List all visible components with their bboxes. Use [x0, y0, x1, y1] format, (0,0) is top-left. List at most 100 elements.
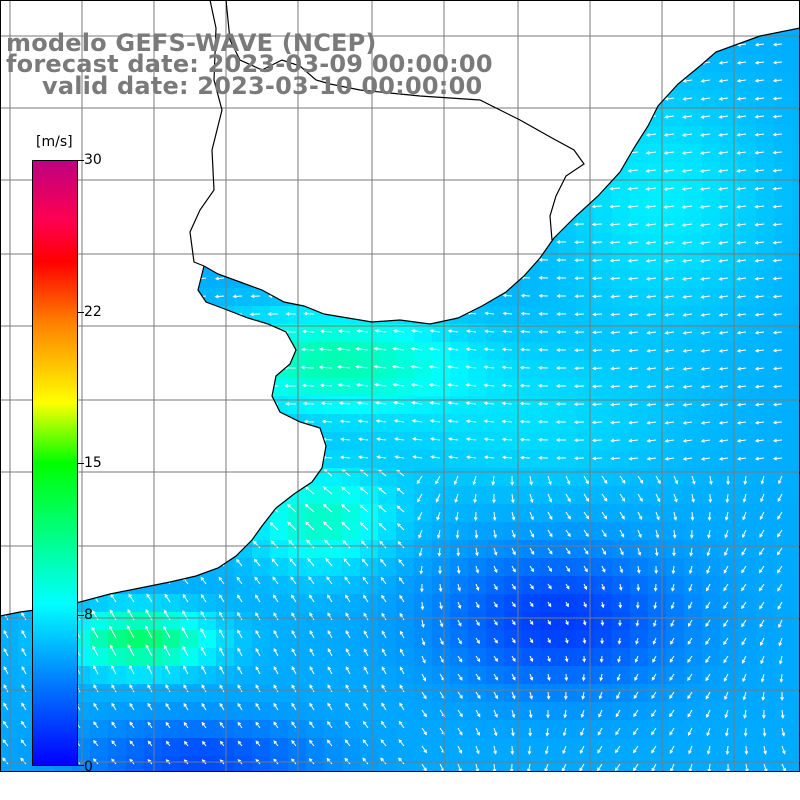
wind-arrow [759, 619, 765, 628]
wind-speed-cell [504, 342, 523, 361]
wind-speed-cell [306, 648, 325, 667]
wind-arrow [682, 331, 693, 335]
wind-arrow [618, 583, 623, 591]
wind-arrow [699, 205, 711, 209]
wind-arrow [127, 644, 135, 657]
wind-speed-cell [450, 396, 469, 415]
wind-speed-cell [432, 342, 451, 361]
wind-arrow [301, 347, 315, 352]
wind-arrow [493, 601, 498, 608]
wind-speed-cell [630, 432, 649, 451]
wind-speed-cell [288, 324, 307, 343]
wind-arrow [574, 330, 585, 335]
wind-arrow [565, 511, 571, 520]
wind-speed-cell [720, 630, 739, 649]
wind-speed-cell [612, 288, 631, 307]
wind-arrow [654, 565, 659, 575]
wind-arrow [691, 493, 695, 503]
wind-speed-cell [648, 612, 667, 631]
wind-arrow [645, 277, 657, 281]
wind-arrow [475, 619, 480, 627]
wind-arrow [563, 709, 568, 719]
wind-speed-cell [666, 450, 685, 469]
wind-arrow [615, 727, 621, 736]
wind-arrow [556, 276, 566, 280]
wind-speed-cell [162, 666, 181, 685]
wind-speed-cell [648, 252, 667, 271]
wind-speed-cell [198, 630, 217, 649]
wind-speed-cell [756, 90, 775, 109]
wind-arrow [359, 487, 369, 495]
wind-speed-cell [522, 702, 541, 721]
wind-arrow [511, 727, 515, 737]
wind-arrow [669, 727, 675, 736]
wind-arrow [303, 311, 315, 316]
wind-arrow [777, 583, 783, 592]
wind-arrow [255, 721, 261, 729]
wind-speed-cell [306, 702, 325, 721]
wind-speed-cell [576, 666, 595, 685]
wind-arrow [573, 384, 585, 389]
wind-arrow [651, 691, 657, 699]
wind-speed-cell [702, 594, 721, 613]
wind-speed-cell [342, 468, 361, 487]
colorbar-tick-label: 8 [84, 607, 93, 623]
wind-arrow [302, 401, 315, 406]
wind-arrow [484, 311, 495, 316]
wind-speed-cell [540, 342, 559, 361]
wind-speed-cell [630, 396, 649, 415]
wind-arrow [2, 757, 9, 765]
wind-speed-cell [684, 144, 703, 163]
wind-speed-cell [666, 216, 685, 235]
wind-arrow [628, 402, 639, 407]
wind-speed-cell [738, 468, 757, 487]
wind-arrow [419, 565, 424, 575]
wind-arrow [429, 401, 441, 405]
wind-arrow [645, 205, 657, 209]
wind-speed-cell [90, 666, 109, 685]
wind-arrow [592, 456, 603, 461]
wind-arrow [511, 493, 515, 504]
wind-arrow [700, 439, 711, 443]
wind-arrow [374, 401, 387, 405]
wind-speed-cell [198, 270, 217, 289]
wind-arrow [736, 205, 747, 209]
wind-speed-cell [738, 558, 757, 577]
wind-arrow [663, 241, 675, 245]
wind-speed-cell [90, 738, 109, 757]
wind-arrow [627, 204, 639, 209]
wind-arrow [2, 739, 9, 747]
wind-arrow [699, 241, 711, 245]
wind-arrow [691, 475, 696, 485]
wind-arrow [663, 277, 675, 281]
wind-arrow [511, 619, 516, 626]
wind-speed-cell [576, 684, 595, 703]
wind-arrow [664, 295, 675, 299]
wind-speed-cell [504, 684, 523, 703]
wind-speed-cell [468, 378, 487, 397]
wind-arrow [664, 97, 675, 101]
wind-arrow [396, 487, 405, 495]
wind-speed-cell [270, 594, 289, 613]
wind-speed-cell [450, 324, 469, 343]
wind-arrow [754, 330, 765, 335]
wind-speed-cell [234, 720, 253, 739]
wind-arrow [394, 437, 405, 441]
wind-arrow [754, 168, 765, 173]
wind-arrow [664, 330, 675, 335]
wind-speed-cell [666, 432, 685, 451]
wind-arrow [664, 313, 675, 317]
wind-arrow [483, 383, 495, 388]
wind-speed-cell [666, 666, 685, 685]
wind-speed-cell [342, 630, 361, 649]
wind-arrow [627, 222, 639, 227]
wind-speed-cell [324, 396, 343, 415]
wind-speed-cell [738, 414, 757, 433]
wind-speed-cell [648, 450, 667, 469]
wind-speed-cell [792, 432, 800, 451]
wind-arrow [237, 740, 243, 747]
wind-arrow [736, 60, 747, 65]
wind-speed-cell [450, 432, 469, 451]
wind-speed-cell [666, 522, 685, 541]
wind-speed-cell [684, 486, 703, 505]
